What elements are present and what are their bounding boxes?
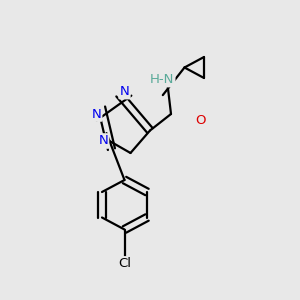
Text: H-N: H-N	[150, 73, 174, 86]
Text: N: N	[120, 85, 129, 98]
Text: Cl: Cl	[118, 257, 131, 270]
Text: N: N	[98, 134, 108, 148]
Text: N: N	[91, 107, 101, 121]
Text: O: O	[195, 113, 206, 127]
